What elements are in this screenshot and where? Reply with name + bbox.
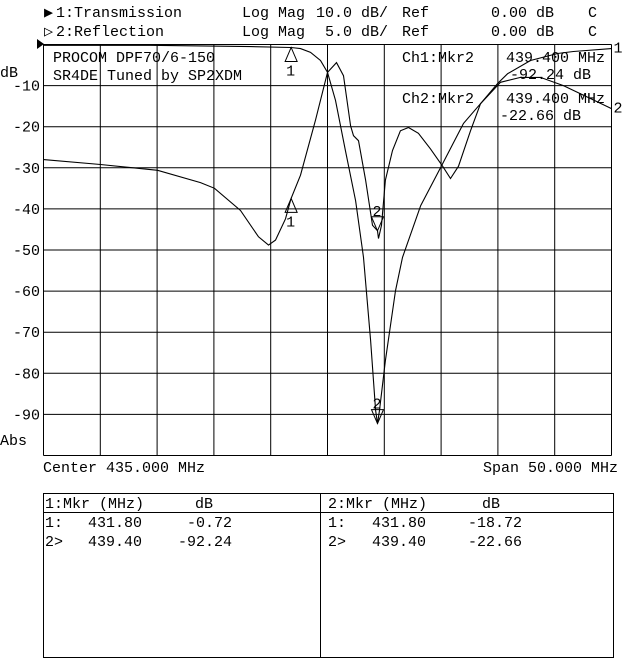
marker-label: 2 — [372, 204, 381, 221]
channel-2-header: ▷ 2:Reflection Log Mag 5.0 dB/ Ref 0.00 … — [44, 24, 597, 41]
ch2-scale: 5.0 dB/ — [325, 24, 388, 41]
ch2-marker-readout-value: -22.66 dB — [500, 108, 581, 125]
table-row: 1: 431.80 -0.72 — [45, 515, 232, 532]
ch1-table-header-db: dB — [195, 496, 213, 513]
marker-1-ch1[interactable]: 1 — [284, 46, 298, 80]
marker-id: 1: — [45, 515, 63, 532]
ch1-flag: C — [588, 5, 597, 22]
marker-id: 2> — [328, 534, 346, 551]
table-row: 1: 431.80 -18.72 — [328, 515, 522, 532]
ch1-marker-readout-freq: 439.400 MHz — [506, 50, 605, 67]
marker-freq: 431.80 — [88, 515, 142, 532]
y-axis-unit: dB — [0, 65, 18, 82]
trace-2 — [43, 61, 612, 246]
marker-db: -92.24 — [178, 534, 232, 551]
plot-annotations: PROCOM DPF70/6-150 SR4DE Tuned by SP2XDM… — [53, 50, 605, 125]
y-tick-label: -20 — [13, 120, 40, 137]
ch2-table-header-mkr: 2:Mkr (MHz) — [328, 496, 427, 513]
ch2-name: 2:Reflection — [56, 24, 164, 41]
y-axis-format: Abs — [0, 433, 27, 450]
trace-end-label: 1 — [614, 41, 623, 58]
marker-freq: 439.40 — [372, 534, 426, 551]
marker-table: 1:Mkr (MHz) dB 1: 431.80 -0.72 2> 439.40… — [43, 493, 614, 658]
y-tick-label: -90 — [13, 407, 40, 424]
ch2-ref-label: Ref — [402, 24, 429, 41]
ch1-ref: 0.00 dB — [491, 5, 554, 22]
trace-end-label: 2 — [614, 101, 623, 118]
ch2-table-header-db: dB — [482, 496, 500, 513]
marker-triangle-down-icon — [370, 216, 385, 233]
center-frequency: Center 435.000 MHz — [43, 460, 205, 477]
ch2-ref: 0.00 dB — [491, 24, 554, 41]
ch1-marker-readout-label: Ch1:Mkr2 — [402, 50, 474, 67]
ch2-indicator: ▷ — [44, 24, 53, 41]
marker-db: -18.72 — [468, 515, 522, 532]
marker-triangle-down-icon — [370, 409, 385, 425]
y-tick-label: -70 — [13, 325, 40, 342]
span-frequency: Span 50.000 MHz — [483, 460, 618, 477]
table-row: 2> 439.40 -22.66 — [328, 534, 522, 551]
marker-1-ch2[interactable]: 1 — [284, 197, 298, 231]
marker-freq: 439.40 — [88, 534, 142, 551]
ch1-name: 1:Transmission — [56, 5, 182, 22]
marker-db: -0.72 — [187, 515, 232, 532]
table-row: 2> 439.40 -92.24 — [45, 534, 232, 551]
plot-title-line-1: PROCOM DPF70/6-150 — [53, 50, 215, 67]
marker-label: 2 — [372, 397, 381, 414]
marker-id: 2> — [45, 534, 63, 551]
ch1-marker-readout-value: -92.24 dB — [510, 67, 591, 84]
y-tick-label: -80 — [13, 366, 40, 383]
ch2-flag: C — [588, 24, 597, 41]
reference-position-icon — [37, 39, 44, 49]
plot-title-line-2: SR4DE Tuned by SP2XDM — [53, 68, 242, 85]
channel-1-header: ▶ 1:Transmission Log Mag 10.0 dB/ Ref 0.… — [44, 5, 597, 22]
markers: 1 2 1 2 — [284, 46, 385, 425]
marker-triangle-up-icon — [284, 46, 298, 62]
marker-id: 1: — [328, 515, 346, 532]
ch1-scale: 10.0 dB/ — [316, 5, 388, 22]
marker-db: -22.66 — [468, 534, 522, 551]
marker-triangle-up-icon — [284, 197, 298, 213]
y-axis-ticks: -10 -20 -30 -40 -50 -60 -70 -80 -90 — [13, 79, 40, 425]
marker-2-ch1[interactable]: 2 — [370, 397, 385, 425]
ch1-table-header-mkr: 1:Mkr (MHz) — [45, 496, 144, 513]
ch2-marker-readout-freq: 439.400 MHz — [506, 91, 605, 108]
plot-grid — [43, 44, 612, 456]
y-tick-label: -30 — [13, 161, 40, 178]
ch1-format: Log Mag — [242, 5, 305, 22]
y-tick-label: -60 — [13, 284, 40, 301]
ch2-marker-readout-label: Ch2:Mkr2 — [402, 91, 474, 108]
ch1-indicator: ▶ — [44, 5, 53, 22]
marker-label: 1 — [286, 63, 295, 80]
y-tick-label: -50 — [13, 243, 40, 260]
ch1-ref-label: Ref — [402, 5, 429, 22]
marker-freq: 431.80 — [372, 515, 426, 532]
marker-label: 1 — [286, 214, 295, 231]
y-tick-label: -40 — [13, 202, 40, 219]
marker-2-ch2[interactable]: 2 — [370, 204, 385, 233]
y-tick-label: -10 — [13, 79, 40, 96]
ch2-format: Log Mag — [242, 24, 305, 41]
